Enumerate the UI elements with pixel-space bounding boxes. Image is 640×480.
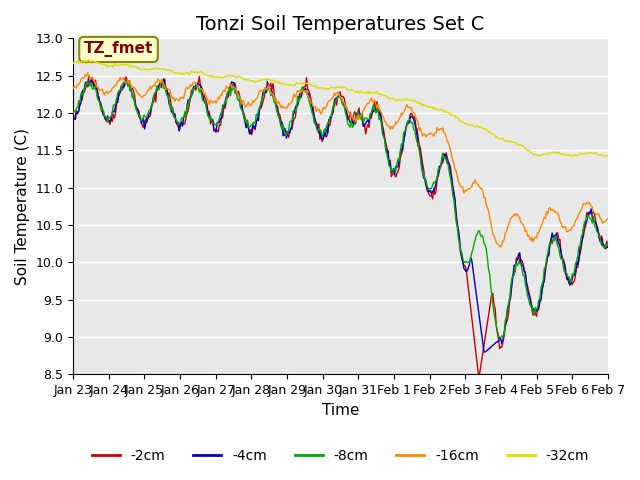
Y-axis label: Soil Temperature (C): Soil Temperature (C)	[15, 128, 30, 285]
Legend: -2cm, -4cm, -8cm, -16cm, -32cm: -2cm, -4cm, -8cm, -16cm, -32cm	[86, 443, 595, 468]
Text: TZ_fmet: TZ_fmet	[84, 41, 153, 58]
Title: Tonzi Soil Temperatures Set C: Tonzi Soil Temperatures Set C	[196, 15, 484, 34]
X-axis label: Time: Time	[322, 403, 359, 418]
